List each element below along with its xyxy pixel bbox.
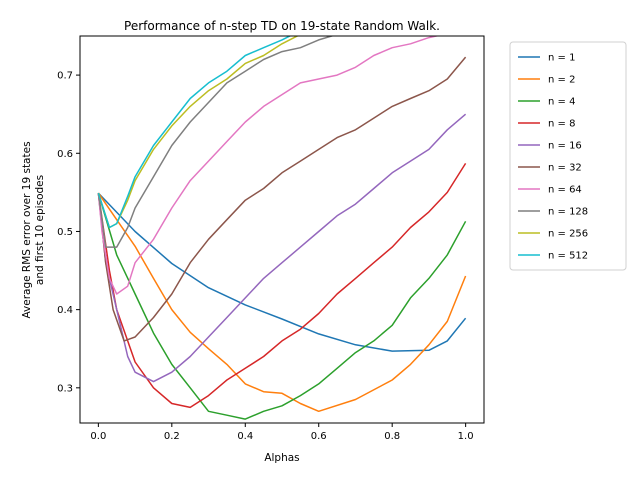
series-line-8 [97, 36, 335, 248]
y-axis: 0.3 0.4 0.5 0.6 0.7 [57, 71, 80, 394]
y-tick-label: 0.6 [57, 149, 73, 160]
chart-title: Performance of n-step TD on 19-state Ran… [124, 19, 440, 33]
legend-label: n = 1 [548, 53, 575, 64]
x-axis-label: Alphas [264, 452, 299, 464]
y-tick-label: 0.5 [57, 227, 73, 238]
x-tick-label: 0.2 [164, 431, 180, 442]
series-line-7 [97, 36, 440, 295]
x-tick-label: 0.4 [237, 431, 253, 442]
series-line-1 [97, 192, 467, 352]
y-axis-label-line-2: and first 10 episodes [34, 175, 46, 285]
x-axis: 0.0 0.2 0.4 0.6 0.8 1.0 [90, 423, 474, 442]
series-layer [97, 36, 467, 420]
x-tick-label: 0.0 [90, 431, 106, 442]
legend-label: n = 512 [548, 251, 588, 262]
x-tick-label: 1.0 [458, 431, 474, 442]
y-axis-label-line-1: Average RMS error over 19 states [21, 141, 33, 318]
series-line-3 [97, 192, 467, 420]
legend-label: n = 2 [548, 75, 575, 86]
legend-label: n = 8 [548, 119, 575, 130]
legend-label: n = 128 [548, 207, 588, 218]
legend-label: n = 256 [548, 229, 588, 240]
series-line-2 [97, 192, 467, 413]
series-line-5 [97, 113, 467, 383]
y-tick-label: 0.3 [57, 383, 73, 394]
y-axis-label: Average RMS error over 19 states and fir… [21, 141, 46, 318]
series-line-4 [97, 162, 467, 409]
legend-frame [509, 41, 627, 271]
legend-label: n = 4 [548, 97, 575, 108]
legend: n = 1 n = 2 n = 4 n = 8 n = 16 n = 32 n = 64 n … [509, 41, 627, 271]
y-tick-label: 0.4 [57, 305, 73, 316]
x-tick-label: 0.6 [311, 431, 327, 442]
legend-label: n = 64 [548, 185, 582, 196]
y-tick-label: 0.7 [57, 71, 73, 82]
legend-label: n = 32 [548, 163, 582, 174]
plot-frame [79, 35, 485, 424]
series-line-6 [97, 56, 467, 342]
x-tick-label: 0.8 [384, 431, 400, 442]
series-line-9 [97, 36, 299, 229]
legend-label: n = 16 [548, 141, 582, 152]
series-line-10 [97, 36, 292, 229]
